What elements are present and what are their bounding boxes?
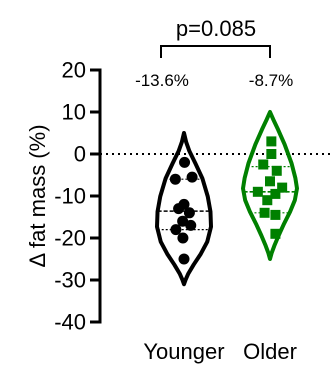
violin-older xyxy=(241,110,299,261)
annotation-younger: -13.6% xyxy=(135,71,189,90)
data-point xyxy=(183,207,195,219)
data-point xyxy=(265,176,275,187)
data-point xyxy=(258,159,269,170)
y-tick-label: -10 xyxy=(54,184,86,209)
data-point xyxy=(270,228,281,239)
y-tick-label: 10 xyxy=(62,100,86,125)
data-point xyxy=(170,224,182,236)
y-tick-label: 0 xyxy=(74,142,86,167)
x-tick-younger: Younger xyxy=(143,339,224,364)
data-point xyxy=(179,156,191,168)
data-points xyxy=(169,136,288,265)
axes: 20 10 0 -10 -20 -30 -40 xyxy=(54,45,332,335)
annotation-older: -8.7% xyxy=(249,71,293,90)
data-point xyxy=(177,232,189,244)
data-point xyxy=(270,209,281,220)
violins xyxy=(155,110,299,287)
comparison-label: p=0.085 xyxy=(176,16,256,41)
data-point xyxy=(277,182,288,193)
data-point xyxy=(266,136,277,147)
data-point xyxy=(185,219,197,231)
y-tick-label: 20 xyxy=(62,58,86,83)
data-point xyxy=(266,149,277,159)
data-point xyxy=(173,203,185,215)
y-axis-label: Δ fat mass (%) xyxy=(25,124,50,267)
data-point xyxy=(169,173,181,185)
data-point xyxy=(186,171,198,183)
y-tick-label: -30 xyxy=(54,268,86,293)
data-point xyxy=(259,207,270,218)
violin-younger xyxy=(155,131,213,287)
labels: Δ fat mass (%) p=0.085 -13.6% -8.7% Youn… xyxy=(25,16,297,364)
data-point xyxy=(178,253,190,265)
y-tick-label: -20 xyxy=(54,226,86,251)
data-point xyxy=(271,165,282,176)
comparison-bracket xyxy=(160,45,271,58)
data-point xyxy=(252,186,263,197)
data-point xyxy=(262,195,273,206)
data-point xyxy=(177,215,189,227)
y-tick-label: -40 xyxy=(54,310,86,335)
x-tick-older: Older xyxy=(243,339,297,364)
data-point xyxy=(270,188,281,199)
